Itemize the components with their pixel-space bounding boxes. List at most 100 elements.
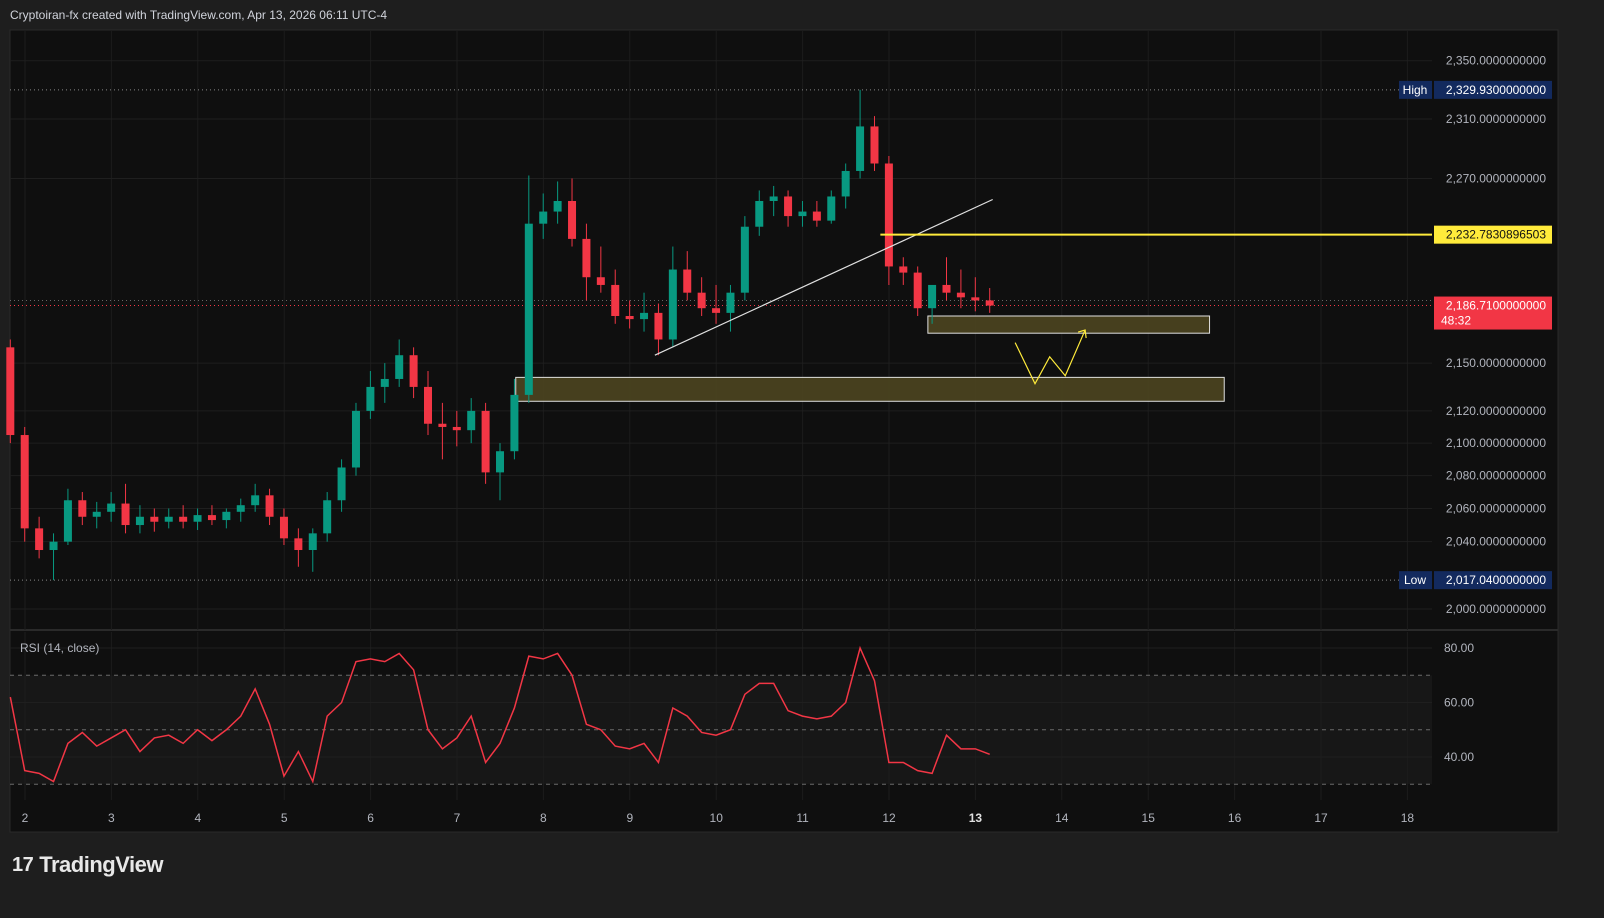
time-axis-label: 9 xyxy=(626,811,633,825)
candle-body xyxy=(625,315,634,320)
candle-body xyxy=(841,170,850,197)
chart-caption: Cryptoiran-fx created with TradingView.c… xyxy=(10,8,388,22)
candle-body xyxy=(769,196,778,201)
candle-body xyxy=(582,238,591,278)
time-axis-label: 3 xyxy=(108,811,115,825)
time-axis-label: 6 xyxy=(367,811,374,825)
candle-body xyxy=(654,312,663,340)
candle-body xyxy=(279,516,288,539)
candle-body xyxy=(870,126,879,164)
last-price-box xyxy=(1434,296,1552,330)
candle-body xyxy=(481,410,490,473)
arrow-head-icon xyxy=(1077,329,1087,339)
candle-body xyxy=(928,284,937,309)
candle-body xyxy=(856,126,865,171)
rsi-line xyxy=(9,645,990,784)
candle-body xyxy=(207,515,216,521)
time-axis-label: 8 xyxy=(540,811,547,825)
price-axis-label: 2,350.0000000000 xyxy=(1446,54,1546,68)
candle-body xyxy=(611,284,620,316)
trendline xyxy=(654,198,993,356)
candle-body xyxy=(265,495,274,517)
candle-body xyxy=(668,269,677,340)
time-axis-label: 11 xyxy=(796,811,809,825)
candle-body xyxy=(6,347,15,436)
candle-body xyxy=(726,292,735,313)
candle-body xyxy=(164,516,173,522)
candle-body xyxy=(697,292,706,309)
candle-body xyxy=(568,200,577,239)
candle-body xyxy=(553,200,562,212)
rsi-axis-label: 80.00 xyxy=(1444,641,1474,655)
high-value: 2,329.9300000000 xyxy=(1446,83,1546,97)
candle-body xyxy=(193,515,202,522)
candle-body xyxy=(150,516,159,522)
tradingview-logo[interactable]: 17 TradingView xyxy=(12,852,163,878)
low-label-box xyxy=(1399,571,1432,590)
candle-body xyxy=(49,541,58,551)
candle-body xyxy=(740,226,749,293)
demand-zone xyxy=(515,376,1225,402)
high-value-box xyxy=(1434,80,1552,99)
candle-body xyxy=(812,211,821,221)
candle-body xyxy=(827,196,836,221)
tradingview-logo-text: TradingView xyxy=(39,852,163,877)
time-axis-label: 12 xyxy=(882,811,896,825)
time-axis-label: 17 xyxy=(1314,811,1328,825)
candle-body xyxy=(640,312,649,320)
price-axis-label: 2,270.0000000000 xyxy=(1446,171,1546,185)
candle-body xyxy=(913,272,922,309)
price-axis-label: 2,310.0000000000 xyxy=(1446,112,1546,126)
candle-body xyxy=(337,467,346,501)
candle-body xyxy=(510,394,519,452)
candle-body xyxy=(784,196,793,217)
time-axis-label: 13 xyxy=(969,811,983,825)
candle-body xyxy=(366,386,375,411)
last-price-label: 2,186.7100000000 xyxy=(1446,299,1546,313)
time-axis-label: 5 xyxy=(281,811,288,825)
price-axis-label: 2,040.0000000000 xyxy=(1446,535,1546,549)
candle-body xyxy=(78,500,87,517)
candle-body xyxy=(380,378,389,387)
time-axis-label: 18 xyxy=(1401,811,1415,825)
candle-body xyxy=(121,503,130,526)
candle-body xyxy=(956,292,965,298)
time-axis-label: 16 xyxy=(1228,811,1242,825)
resistance-price-label: 2,232.7830896503 xyxy=(1446,228,1546,242)
candle-body xyxy=(899,266,908,273)
time-axis-label: 2 xyxy=(22,811,29,825)
candle-body xyxy=(92,511,101,517)
candle-body xyxy=(395,355,404,379)
candle-body xyxy=(20,435,29,529)
candle-body xyxy=(179,516,188,522)
candle-body xyxy=(107,503,116,512)
candle-body xyxy=(409,355,418,387)
tradingview-logo-icon: 17 xyxy=(12,853,34,876)
low-value: 2,017.0400000000 xyxy=(1446,573,1546,587)
candle-body xyxy=(942,284,951,293)
candle-body xyxy=(683,269,692,293)
candle-body xyxy=(524,223,533,395)
candle-body xyxy=(222,511,231,521)
candle-body xyxy=(452,426,461,431)
demand-zone xyxy=(927,315,1211,334)
candle-body xyxy=(294,538,303,551)
candle-body xyxy=(539,211,548,224)
bar-countdown: 48:32 xyxy=(1441,314,1471,328)
candle-body xyxy=(35,528,44,551)
candle-body xyxy=(135,516,144,526)
candle-body xyxy=(884,163,893,267)
candle-body xyxy=(985,300,994,306)
time-axis-label: 7 xyxy=(454,811,461,825)
candle-body xyxy=(308,533,317,551)
candle-body xyxy=(251,495,260,506)
candle-body xyxy=(596,277,605,285)
candle-body xyxy=(712,308,721,313)
candle-body xyxy=(467,410,476,431)
candle-body xyxy=(798,211,807,217)
rsi-axis-label: 60.00 xyxy=(1444,696,1474,710)
time-axis-label: 14 xyxy=(1055,811,1069,825)
price-axis-label: 2,120.0000000000 xyxy=(1446,404,1546,418)
price-axis-label: 2,150.0000000000 xyxy=(1446,356,1546,370)
